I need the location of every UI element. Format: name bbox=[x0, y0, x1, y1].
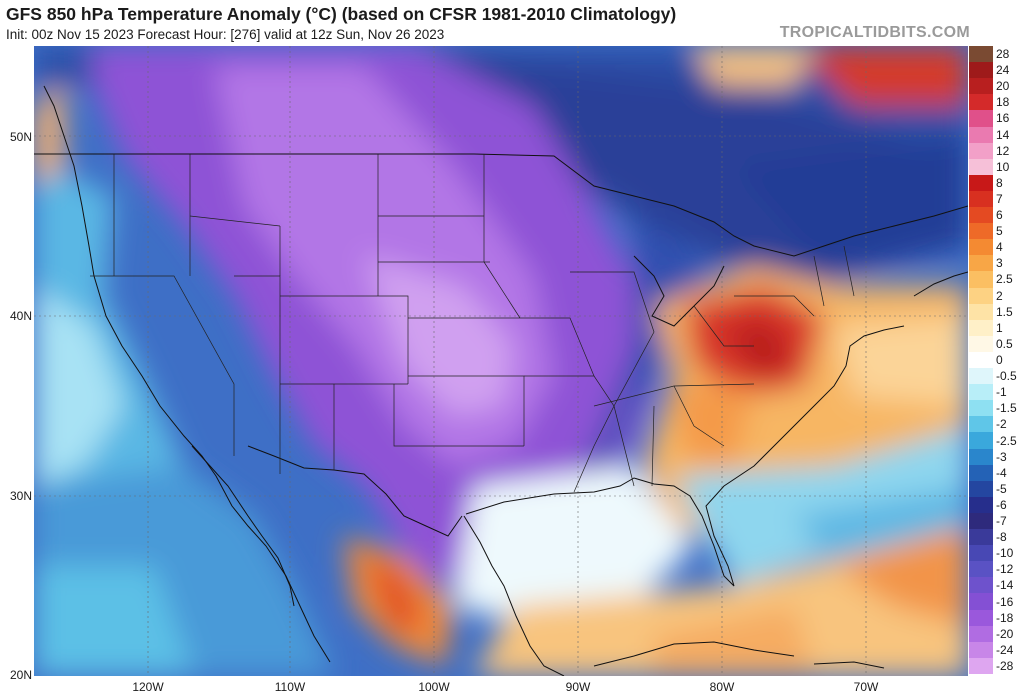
color-scale-swatch bbox=[969, 480, 993, 498]
color-scale-label: -10 bbox=[996, 546, 1014, 561]
color-scale-swatch bbox=[969, 239, 993, 256]
color-scale-swatch bbox=[969, 625, 993, 643]
map-subtitle: Init: 00z Nov 15 2023 Forecast Hour: [27… bbox=[6, 27, 445, 42]
color-scale-label: -1 bbox=[996, 385, 1007, 400]
color-scale-label: 20 bbox=[996, 79, 1010, 94]
color-scale-label: 2 bbox=[996, 288, 1003, 303]
color-scale-label: -24 bbox=[996, 642, 1014, 657]
lon-label: 110W bbox=[274, 680, 306, 694]
color-scale-label: 0.5 bbox=[996, 336, 1013, 351]
color-scale-label: -1.5 bbox=[996, 401, 1017, 416]
color-scale-swatch bbox=[969, 62, 993, 79]
color-scale-swatch bbox=[969, 94, 993, 111]
temperature-anomaly-map bbox=[34, 46, 968, 676]
color-scale-label: 5 bbox=[996, 224, 1003, 239]
color-scale-label: -6 bbox=[996, 497, 1007, 512]
color-scale-swatch bbox=[969, 448, 993, 466]
color-scale-swatch bbox=[969, 142, 993, 160]
lon-label: 80W bbox=[709, 680, 735, 694]
color-scale-label: -12 bbox=[996, 562, 1014, 577]
color-scale-swatch bbox=[969, 512, 993, 530]
lat-label: 50N bbox=[9, 130, 32, 144]
color-scale-label: -0.5 bbox=[996, 369, 1017, 384]
color-scale-swatch bbox=[969, 400, 993, 417]
color-scale-label: -4 bbox=[996, 465, 1007, 480]
coastlines-borders bbox=[34, 85, 968, 676]
color-scale-label: 16 bbox=[996, 111, 1010, 126]
color-scale-label: 1.5 bbox=[996, 304, 1013, 319]
color-scale-swatch bbox=[969, 609, 993, 627]
color-scale-swatch bbox=[969, 496, 993, 514]
color-scale-label: -2.5 bbox=[996, 433, 1017, 448]
lat-label: 20N bbox=[9, 668, 32, 682]
color-scale-label: 10 bbox=[996, 159, 1010, 174]
state-borders bbox=[90, 154, 855, 493]
color-scale-swatch bbox=[969, 271, 993, 289]
color-scale-swatch bbox=[969, 384, 993, 401]
lat-label: 40N bbox=[9, 309, 32, 323]
color-scale-label: -16 bbox=[996, 594, 1014, 609]
color-scale-label: 28 bbox=[996, 47, 1010, 62]
color-scale-swatch bbox=[969, 545, 993, 562]
color-scale-label: 14 bbox=[996, 127, 1010, 142]
color-scale-label: 1 bbox=[996, 320, 1003, 335]
map-title: GFS 850 hPa Temperature Anomaly (°C) (ba… bbox=[6, 4, 677, 24]
color-scale-swatch bbox=[969, 657, 993, 675]
color-scale-label: -8 bbox=[996, 530, 1007, 545]
color-scale-swatch bbox=[969, 464, 993, 482]
color-scale-swatch bbox=[969, 303, 993, 321]
lon-label: 120W bbox=[132, 680, 164, 694]
color-scale-label: -20 bbox=[996, 626, 1014, 641]
color-scale-swatch bbox=[969, 158, 993, 176]
color-scale-swatch bbox=[969, 78, 993, 95]
lon-label: 90W bbox=[565, 680, 591, 694]
color-scale-swatch bbox=[969, 593, 993, 611]
color-scale-swatch bbox=[969, 641, 993, 659]
color-scale-swatch bbox=[969, 577, 993, 594]
color-scale-label: 0 bbox=[996, 353, 1003, 367]
color-scale-swatch bbox=[969, 529, 993, 546]
anomaly-field bbox=[34, 46, 968, 676]
color-scale-swatch bbox=[969, 335, 993, 353]
color-scale-label: 8 bbox=[996, 175, 1003, 190]
color-scale-label: 18 bbox=[996, 95, 1010, 110]
lon-label: 100W bbox=[418, 680, 450, 694]
color-scale-swatch bbox=[969, 207, 993, 224]
color-scale-label: 6 bbox=[996, 208, 1003, 223]
color-scale-swatch bbox=[969, 46, 993, 63]
color-scale-label: 2.5 bbox=[996, 272, 1013, 287]
color-scale-label: -5 bbox=[996, 481, 1007, 496]
color-scale-label: 24 bbox=[996, 63, 1010, 78]
color-scale-label: -18 bbox=[996, 610, 1014, 625]
color-scale-label: 7 bbox=[996, 191, 1003, 206]
color-scale-swatch bbox=[969, 174, 993, 192]
color-scale-label: 3 bbox=[996, 256, 1003, 271]
color-scale-swatch bbox=[969, 351, 993, 369]
graticule bbox=[34, 46, 968, 676]
color-scale-label: -14 bbox=[996, 578, 1014, 593]
color-scale-swatch bbox=[969, 126, 993, 144]
header: GFS 850 hPa Temperature Anomaly (°C) (ba… bbox=[0, 0, 1024, 46]
color-scale-legend: 28 24 20 18 16 14 12 10 8 7 6 5 4 3 2.5 2 1.5 1 0.5 0 -0.5 -1… bbox=[968, 46, 1024, 676]
color-scale-label: 12 bbox=[996, 143, 1010, 158]
lat-label: 30N bbox=[9, 489, 32, 503]
color-scale-swatch bbox=[969, 287, 993, 305]
watermark: TROPICALTIDBITS.COM bbox=[779, 24, 970, 41]
color-scale-label: -28 bbox=[996, 658, 1014, 673]
color-scale-label: 4 bbox=[996, 240, 1003, 255]
color-scale-label: -7 bbox=[996, 514, 1007, 529]
lon-label: 70W bbox=[853, 680, 879, 694]
color-scale-swatch bbox=[969, 255, 993, 272]
color-scale-swatch bbox=[969, 561, 993, 578]
color-scale-swatch bbox=[969, 432, 993, 450]
color-scale-swatch bbox=[969, 190, 993, 208]
map-canvas bbox=[34, 46, 968, 676]
color-scale-swatch bbox=[969, 110, 993, 127]
color-scale-label: -2 bbox=[996, 417, 1007, 432]
color-scale-swatch bbox=[969, 368, 993, 385]
color-scale-swatch bbox=[969, 319, 993, 337]
color-scale-swatch bbox=[969, 416, 993, 433]
color-scale-label: -3 bbox=[996, 449, 1007, 464]
color-scale-swatch bbox=[969, 223, 993, 240]
